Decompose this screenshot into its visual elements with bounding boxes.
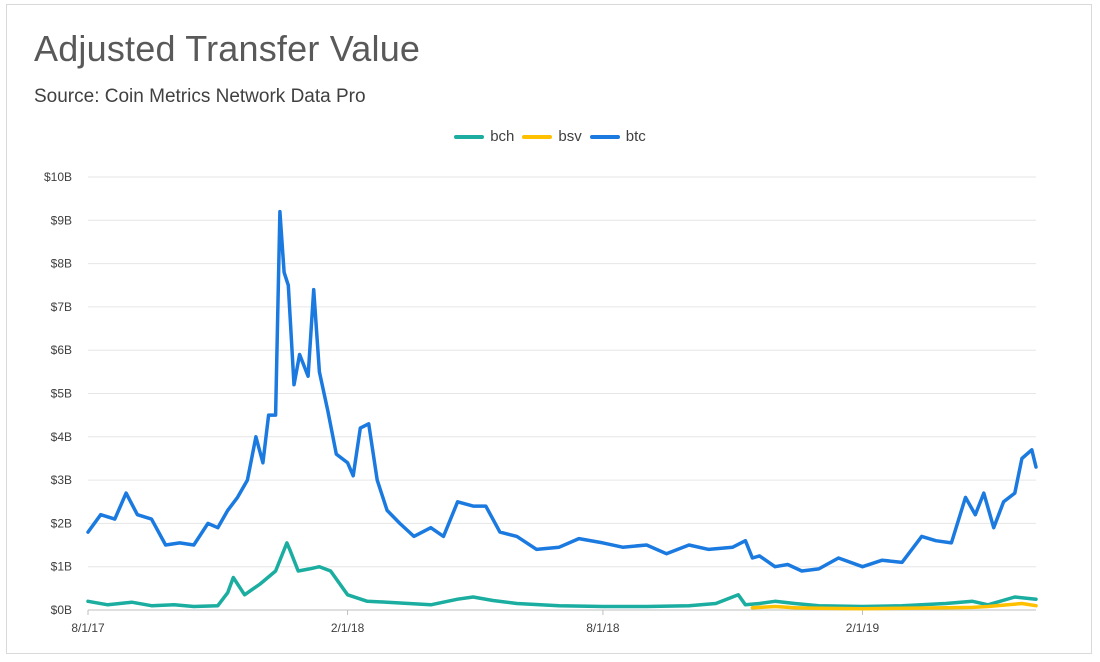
x-axis-ticks: 8/1/17 2/1/18 8/1/18 2/1/19 [71,610,879,635]
y-tick-label: $6B [51,343,72,357]
y-tick-label: $5B [51,387,72,401]
legend-swatch-bch [454,134,485,139]
series-line-bch [86,541,1038,609]
y-tick-label: $0B [51,603,72,617]
legend-label-bch: bch [490,128,515,145]
legend: bch bsv btc [0,128,1100,145]
x-tick-label: 2/1/19 [846,621,880,635]
legend-item-btc[interactable]: btc [589,128,646,145]
x-tick-label: 8/1/17 [71,621,105,635]
chart-title: Adjusted Transfer Value [34,28,421,69]
y-tick-label: $3B [51,473,72,487]
y-tick-label: $1B [51,560,72,574]
x-tick-label: 2/1/18 [331,621,365,635]
legend-item-bch[interactable]: bch [454,128,514,145]
y-tick-label: $9B [51,213,72,227]
series-line-btc [86,209,1038,573]
series-lines [86,209,1038,611]
chart-subtitle: Source: Coin Metrics Network Data Pro [34,86,366,107]
y-tick-label: $10B [44,170,72,184]
x-tick-label: 8/1/18 [586,621,620,635]
y-tick-label: $4B [51,430,72,444]
legend-item-bsv[interactable]: bsv [522,128,582,145]
series-line-bsv [750,601,1038,611]
y-axis-ticks: $0B $1B $2B $3B $4B $5B $6B $7B $8B $9B $10B [44,170,72,617]
legend-swatch-btc [589,134,620,139]
legend-label-btc: btc [625,128,646,145]
y-tick-label: $7B [51,300,72,314]
legend-label-bsv: bsv [558,128,582,145]
y-tick-label: $8B [51,257,72,271]
y-tick-label: $2B [51,516,72,530]
legend-swatch-bsv [522,134,553,139]
